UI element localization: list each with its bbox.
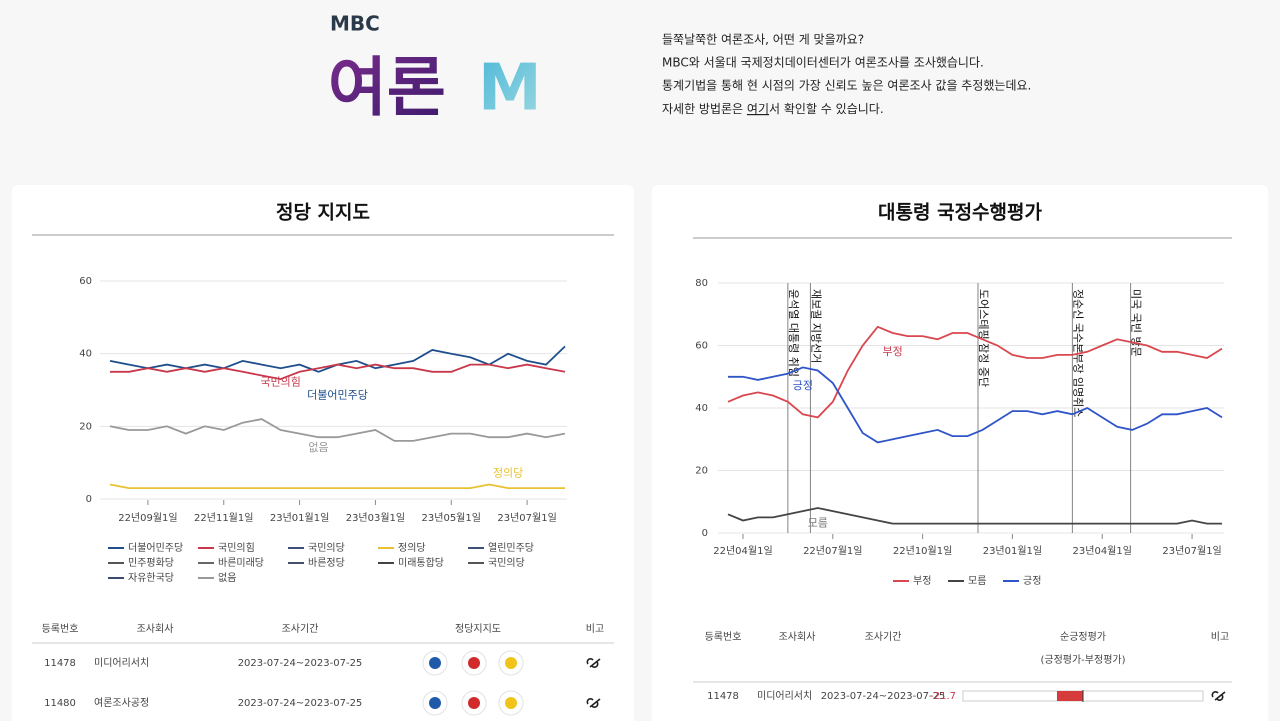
table-cell: -21.7 — [930, 691, 956, 702]
event-label: 재보궐 지방선거 — [809, 289, 823, 363]
y-tick-label: 60 — [695, 341, 708, 352]
annotation: 없음 — [308, 441, 328, 454]
x-tick-label: 22년10월1일 — [893, 545, 952, 557]
legend-label: 국민의당 — [488, 557, 525, 569]
party-icon-mark — [505, 657, 517, 669]
x-tick-label: 23년05월1일 — [422, 512, 481, 524]
legend-label: 바른미래당 — [218, 557, 264, 569]
intro-line: MBC와 서울대 국제정치데이터센터가 여론조사를 조사했습니다. — [662, 56, 984, 70]
table-cell: 여론조사공정 — [94, 697, 149, 709]
table-header-note: (긍정평가-부정평가) — [1040, 654, 1125, 666]
annotation: 국민의힘 — [260, 376, 300, 389]
table-header: 등록번호 — [42, 623, 79, 635]
table-cell: 11478 — [44, 658, 76, 669]
legend-label: 국민의당 — [308, 542, 345, 554]
logo-mbc: MBC — [330, 12, 380, 36]
annotation: 더불어민주당 — [307, 388, 368, 401]
table-header: 비고 — [1211, 631, 1229, 643]
y-tick-label: 80 — [695, 278, 708, 289]
table-header: 조사기간 — [865, 631, 902, 643]
table-cell: 2023-07-24~2023-07-25 — [821, 691, 946, 702]
intro-text: 자세한 방법론은 — [662, 102, 747, 116]
intro-line: 통계기법을 통해 현 시점의 가장 신뢰도 높은 여론조사 값을 추정했는데요. — [662, 79, 1031, 93]
x-tick-label: 23년07월1일 — [497, 512, 556, 524]
x-tick-label: 22년11월1일 — [194, 512, 253, 524]
card — [12, 185, 634, 721]
chart-title: 정당 지지도 — [276, 202, 370, 224]
annotation: 정의당 — [493, 467, 523, 480]
table-header: 순긍정평가 — [1060, 631, 1106, 643]
party-icon-mark — [429, 657, 441, 669]
card — [652, 185, 1268, 721]
legend-label: 미래통합당 — [398, 557, 444, 569]
logo-main: 여론 — [328, 52, 446, 126]
table-cell: 2023-07-24~2023-07-25 — [238, 658, 363, 669]
y-tick-label: 0 — [86, 494, 92, 505]
link-icon[interactable] — [1211, 691, 1226, 701]
legend-label: 민주평화당 — [128, 557, 174, 569]
table-header: 조사회사 — [779, 631, 816, 643]
series-line — [728, 366, 1223, 444]
table-cell: 11478 — [707, 691, 739, 702]
legend-label: 정의당 — [398, 542, 426, 554]
y-tick-label: 20 — [79, 421, 92, 432]
table-cell: 2023-07-24~2023-07-25 — [238, 698, 363, 709]
y-tick-label: 20 — [695, 466, 708, 477]
event-label: 도어스테핑 잠정 중단 — [977, 289, 990, 387]
party-icon-mark — [468, 697, 480, 709]
party-icon-mark — [505, 697, 517, 709]
intro-text: 서 확인할 수 있습니다. — [769, 102, 884, 116]
legend-label: 부정 — [913, 575, 931, 587]
series-line — [109, 483, 565, 489]
y-tick-label: 60 — [79, 276, 92, 287]
annotation: 모름 — [808, 517, 828, 530]
x-tick-label: 23년04월1일 — [1073, 545, 1132, 557]
x-tick-label: 22년09월1일 — [118, 512, 177, 524]
x-tick-label: 23년07월1일 — [1162, 545, 1221, 557]
x-tick-label: 22년07월1일 — [803, 545, 862, 557]
logo-accent: M — [478, 52, 542, 126]
intro-line: 자세한 방법론은 여기서 확인할 수 있습니다. — [662, 102, 884, 116]
link-icon[interactable] — [586, 698, 601, 708]
y-tick-label: 40 — [695, 403, 708, 414]
series-line — [110, 363, 566, 381]
y-tick-label: 40 — [79, 349, 92, 360]
legend-label: 긍정 — [1023, 575, 1041, 587]
legend-label: 바른정당 — [308, 557, 345, 569]
x-tick-label: 22년04월1일 — [713, 545, 772, 557]
legend-label: 자유한국당 — [128, 572, 174, 584]
x-tick-label: 23년03월1일 — [346, 512, 405, 524]
legend-label: 열린민주당 — [488, 542, 534, 554]
legend-label: 없음 — [218, 571, 236, 584]
legend-label: 더불어민주당 — [128, 542, 183, 554]
annotation: 긍정 — [793, 379, 813, 392]
event-label: 미국 국빈 방문 — [1130, 289, 1143, 357]
table-cell: 미디어리서치 — [757, 690, 812, 702]
series-line — [727, 325, 1223, 419]
table-header: 조사기간 — [282, 623, 319, 635]
annotation: 부정 — [883, 345, 903, 358]
series-line — [727, 507, 1222, 525]
x-tick-label: 23년01월1일 — [270, 512, 329, 524]
legend-label: 국민의힘 — [218, 542, 255, 554]
table-cell: 미디어리서치 — [94, 657, 149, 669]
legend-label: 모름 — [968, 575, 986, 587]
intro-line: 들쭉날쭉한 여론조사, 어떤 게 맞을까요? — [662, 33, 864, 47]
party-icon-mark — [468, 657, 480, 669]
net-bar — [1056, 691, 1083, 701]
table-header: 조사회사 — [137, 623, 174, 635]
table-cell: 11480 — [44, 698, 76, 709]
y-tick-label: 0 — [702, 528, 708, 539]
event-label: 윤석열 대통령 취임 — [787, 289, 800, 377]
link-icon[interactable] — [586, 658, 601, 668]
table-header: 정당지지도 — [455, 623, 501, 635]
table-header: 등록번호 — [705, 631, 742, 643]
x-tick-label: 23년01월1일 — [983, 545, 1042, 557]
intro-link[interactable]: 여기 — [747, 102, 769, 116]
chart-title: 대통령 국정수행평가 — [878, 202, 1042, 224]
party-icon-mark — [429, 697, 441, 709]
table-header: 비고 — [586, 623, 604, 635]
series-line — [109, 418, 566, 442]
